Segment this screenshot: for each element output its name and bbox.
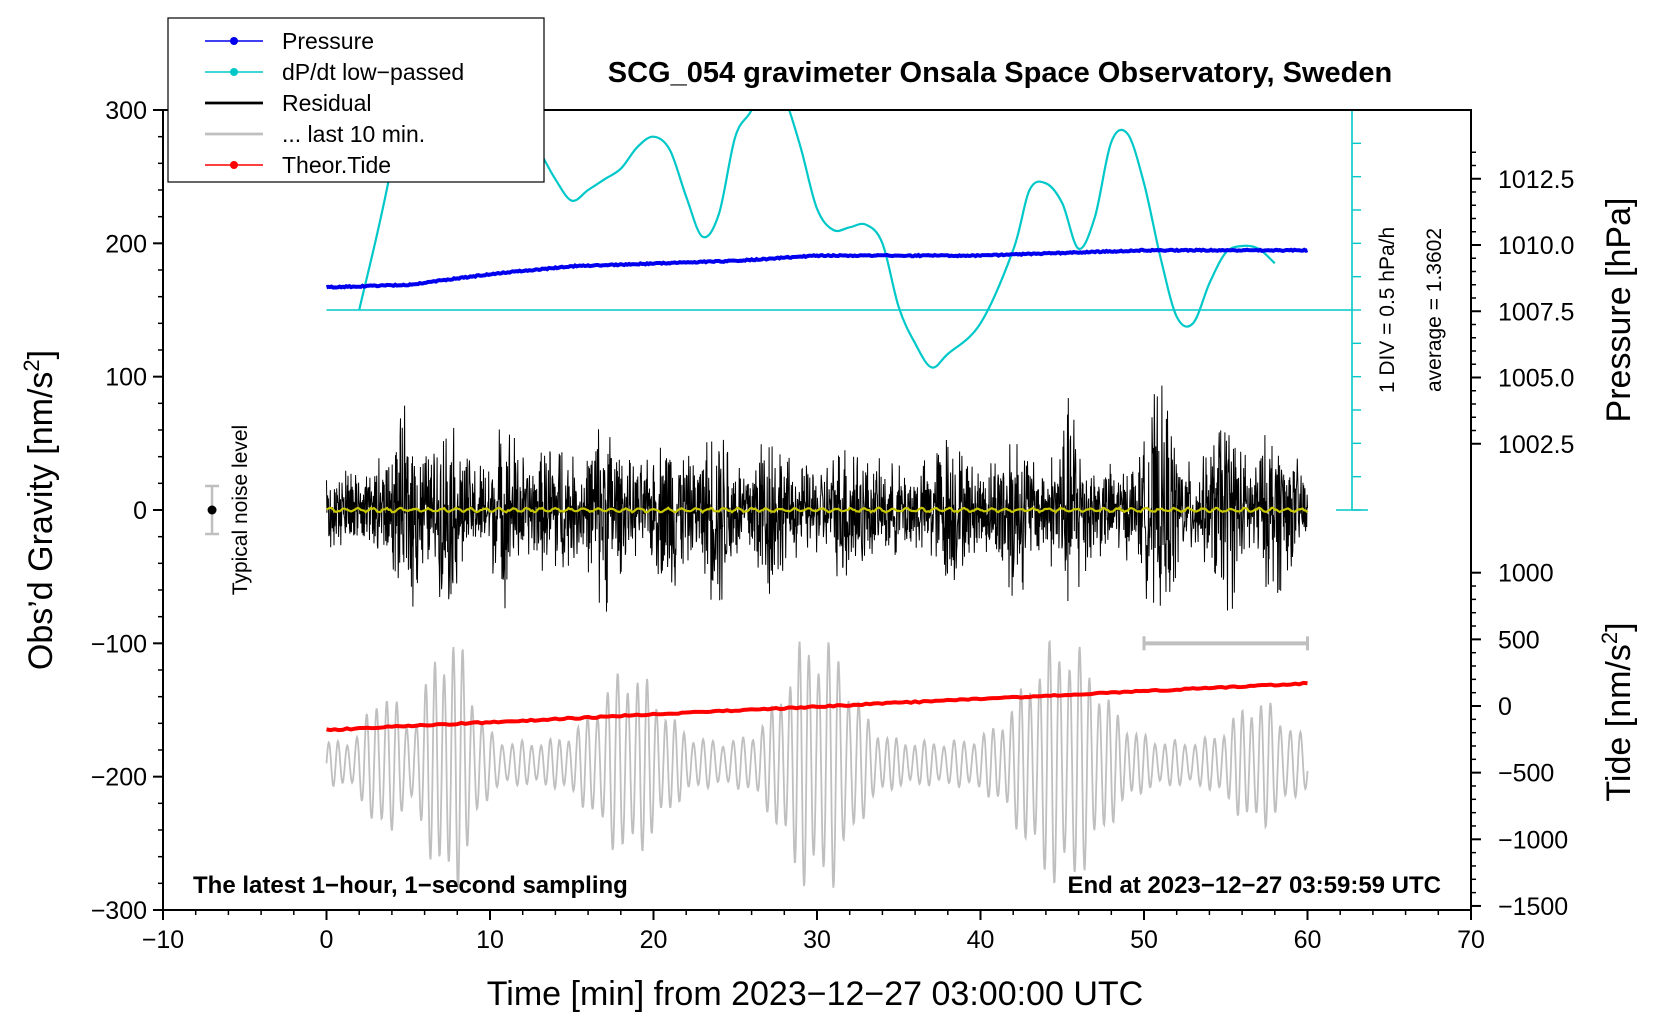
tide-tick-label: −1000 bbox=[1498, 826, 1568, 854]
bottom-left-note: The latest 1−hour, 1−second sampling bbox=[193, 872, 628, 899]
tide-tick-label: −1500 bbox=[1498, 893, 1568, 921]
y-tick-label: −300 bbox=[91, 897, 147, 925]
y-axis-title-left-main: Obs’d Gravity [nm/s bbox=[22, 372, 60, 671]
legend-label-2: Residual bbox=[282, 90, 372, 116]
residual-line bbox=[326, 385, 1308, 612]
chart-title: SCG_054 gravimeter Onsala Space Observat… bbox=[608, 57, 1392, 89]
x-axis-ticks: −10 0 10 20 30 40 50 60 70 bbox=[142, 910, 1485, 954]
x-tick-label: 10 bbox=[476, 926, 504, 954]
last-10-min-line bbox=[325, 639, 1309, 890]
y-axis-ticks: −300 −200 −100 0 100 200 300 bbox=[91, 97, 163, 925]
tide-axis-title-end: ] bbox=[1600, 622, 1638, 631]
legend-marker-1 bbox=[230, 68, 238, 76]
legend-label-4: Theor.Tide bbox=[282, 152, 391, 178]
residual-series bbox=[326, 385, 1308, 612]
pressure-tick-label: 1005.0 bbox=[1498, 365, 1574, 393]
legend-label-1: dP/dt low−passed bbox=[282, 59, 464, 85]
y-tick-label: 300 bbox=[105, 97, 147, 125]
y-tick-label: 100 bbox=[105, 364, 147, 392]
legend: Pressure dP/dt low−passed Residual ... last… bbox=[167, 17, 545, 183]
pressure-series bbox=[325, 247, 1309, 290]
x-tick-label: 40 bbox=[967, 926, 995, 954]
mean-line-series bbox=[326, 506, 1309, 514]
x-tick-label: 0 bbox=[320, 926, 334, 954]
x-tick-label: 20 bbox=[640, 926, 668, 954]
x-axis-title: Time [min] from 2023−12−27 03:00:00 UTC bbox=[487, 975, 1143, 1013]
x-tick-label: 30 bbox=[803, 926, 831, 954]
pressure-axis-title: Pressure [hPa] bbox=[1600, 198, 1638, 423]
theor-tide-series bbox=[326, 680, 1308, 733]
annotation-marks bbox=[205, 484, 1309, 651]
pressure-tick-label: 1007.5 bbox=[1498, 298, 1574, 326]
y-axis-title-left-end: ] bbox=[22, 350, 60, 359]
x-tick-label: 60 bbox=[1294, 926, 1322, 954]
noise-bar-dot bbox=[207, 505, 217, 515]
div-label: 1 DIV = 0.5 hPa/h bbox=[1376, 227, 1399, 393]
legend-marker-0 bbox=[230, 37, 238, 45]
last-10-min-series bbox=[325, 639, 1309, 890]
pressure-line bbox=[325, 247, 1309, 290]
x-tick-label: 70 bbox=[1457, 926, 1485, 954]
pressure-tick-label: 1010.0 bbox=[1498, 232, 1574, 260]
y-tick-label: 200 bbox=[105, 230, 147, 258]
theor-tide-line bbox=[326, 680, 1308, 733]
y-tick-label: −200 bbox=[91, 764, 147, 792]
average-label: average = 1.3602 bbox=[1423, 228, 1446, 392]
legend-marker-4 bbox=[230, 161, 238, 169]
x-tick-label: 50 bbox=[1130, 926, 1158, 954]
y-tick-label: 0 bbox=[133, 497, 147, 525]
mean-line bbox=[326, 506, 1309, 514]
tide-tick-label: 500 bbox=[1498, 626, 1540, 654]
tide-axis-ticks: 1000 500 0 −500 −1000 −1500 bbox=[1471, 560, 1568, 921]
tide-axis-title: Tide [nm/s2] bbox=[1597, 622, 1638, 801]
tide-axis-title-sup: 2 bbox=[1597, 632, 1622, 644]
bottom-right-note: End at 2023−12−27 03:59:59 UTC bbox=[1067, 872, 1441, 899]
noise-level-label: Typical noise level bbox=[229, 425, 252, 595]
y-axis-title-left-sup: 2 bbox=[19, 359, 44, 371]
legend-label-3: ... last 10 min. bbox=[282, 121, 425, 147]
pressure-tick-label: 1012.5 bbox=[1498, 166, 1574, 194]
tide-tick-label: 1000 bbox=[1498, 560, 1554, 588]
tide-tick-label: −500 bbox=[1498, 760, 1554, 788]
y-axis-title-left: Obs’d Gravity [nm/s2] bbox=[19, 350, 60, 670]
legend-label-0: Pressure bbox=[282, 28, 374, 54]
legend-box bbox=[167, 17, 545, 183]
y-tick-label: −100 bbox=[91, 630, 147, 658]
pressure-axis-ticks: 1012.5 1010.0 1007.5 1005.0 1002.5 bbox=[1471, 151, 1574, 459]
tide-axis-title-main: Tide [nm/s bbox=[1600, 644, 1638, 801]
x-tick-label: −10 bbox=[142, 926, 184, 954]
tide-tick-label: 0 bbox=[1498, 693, 1512, 721]
pressure-tick-label: 1002.5 bbox=[1498, 431, 1574, 459]
